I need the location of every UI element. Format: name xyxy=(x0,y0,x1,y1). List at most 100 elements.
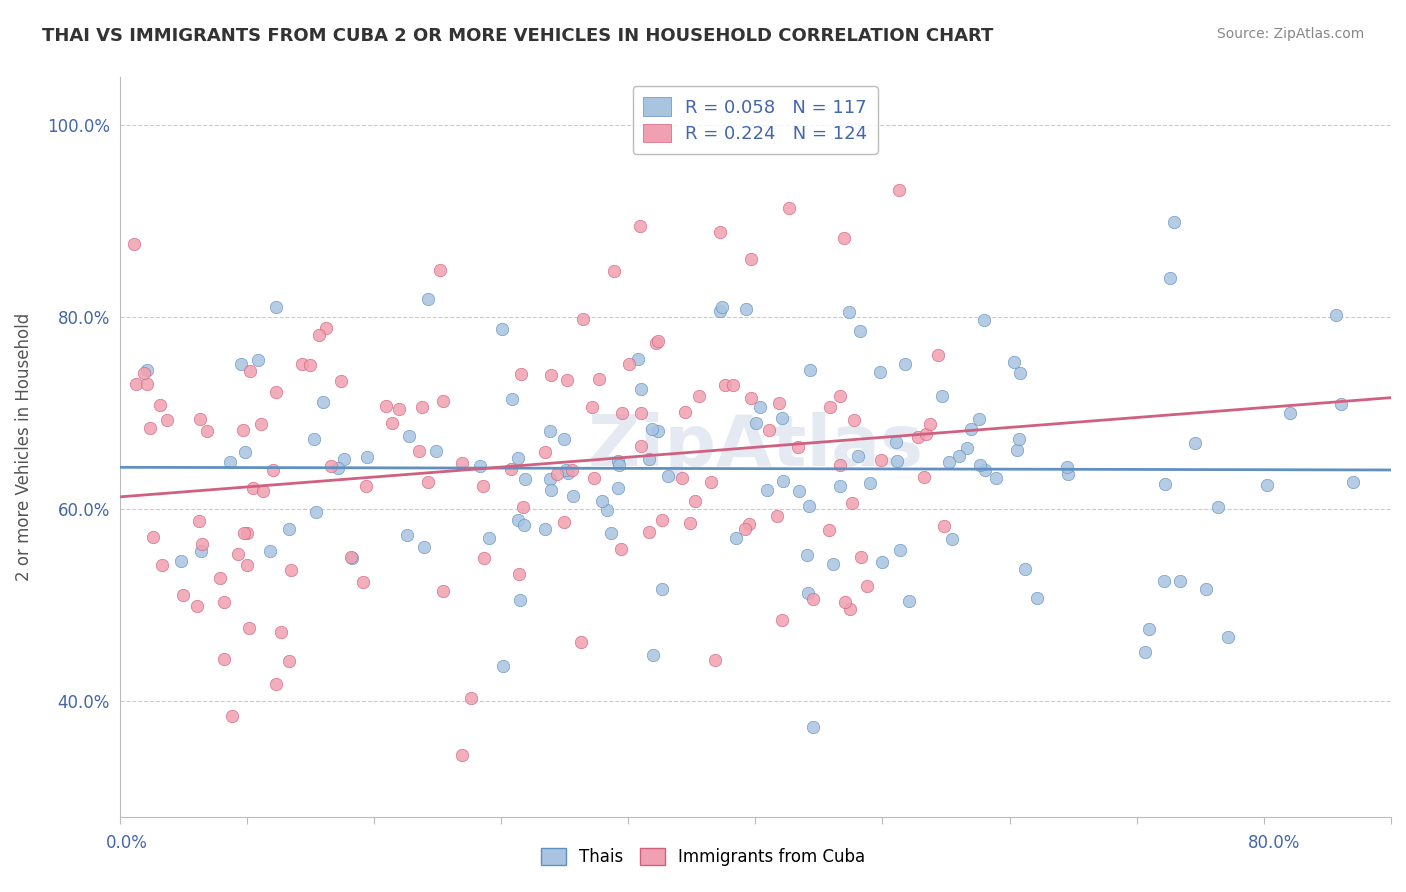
Point xyxy=(188,411,211,425)
Point xyxy=(884,435,907,450)
Point xyxy=(683,493,706,508)
Point xyxy=(451,456,474,470)
Point xyxy=(758,423,780,437)
Point xyxy=(569,635,592,649)
Point xyxy=(1159,271,1181,285)
Point xyxy=(787,441,810,455)
Point xyxy=(770,613,793,627)
Point xyxy=(506,450,529,465)
Point xyxy=(235,444,257,458)
Point xyxy=(136,376,159,391)
Point xyxy=(236,525,259,540)
Point xyxy=(619,357,641,371)
Point xyxy=(606,481,628,495)
Point xyxy=(740,391,762,405)
Point xyxy=(628,219,651,233)
Point xyxy=(1206,500,1229,515)
Point xyxy=(647,424,669,438)
Point xyxy=(969,411,991,425)
Point xyxy=(638,525,661,540)
Point xyxy=(416,475,439,490)
Point xyxy=(1002,355,1025,369)
Point xyxy=(395,528,418,542)
Legend: R = 0.058   N = 117, R = 0.224   N = 124: R = 0.058 N = 117, R = 0.224 N = 124 xyxy=(633,87,877,154)
Point xyxy=(844,413,866,427)
Point xyxy=(630,406,652,420)
Point xyxy=(818,400,841,414)
Point xyxy=(302,432,325,446)
Point xyxy=(931,389,953,403)
Point xyxy=(170,554,193,568)
Point xyxy=(557,466,579,480)
Point xyxy=(848,324,870,338)
Point xyxy=(533,444,555,458)
Point xyxy=(657,469,679,483)
Point xyxy=(356,450,378,464)
Point xyxy=(872,556,894,570)
Point xyxy=(797,499,820,513)
Point xyxy=(918,417,941,431)
Point xyxy=(941,532,963,546)
Point xyxy=(208,572,231,586)
Point xyxy=(472,478,495,492)
Point xyxy=(509,368,531,382)
Point xyxy=(229,357,252,371)
Point xyxy=(641,422,664,436)
Point xyxy=(156,413,179,427)
Text: Source: ZipAtlas.com: Source: ZipAtlas.com xyxy=(1216,27,1364,41)
Point xyxy=(388,401,411,416)
Point xyxy=(688,389,710,403)
Point xyxy=(713,377,735,392)
Point xyxy=(501,462,523,476)
Point xyxy=(508,567,530,582)
Point xyxy=(673,404,696,418)
Point xyxy=(938,455,960,469)
Point xyxy=(264,384,287,399)
Point xyxy=(425,444,447,458)
Point xyxy=(610,542,633,557)
Point xyxy=(859,476,882,491)
Point xyxy=(768,396,790,410)
Point xyxy=(375,399,398,413)
Point xyxy=(1343,475,1365,489)
Point xyxy=(139,421,162,435)
Point xyxy=(627,351,650,366)
Point xyxy=(637,451,659,466)
Point xyxy=(195,424,218,438)
Point xyxy=(1330,397,1353,411)
Point xyxy=(515,472,537,486)
Point xyxy=(538,425,561,439)
Point xyxy=(478,531,501,545)
Point xyxy=(1256,478,1278,492)
Point xyxy=(818,523,841,537)
Point xyxy=(491,322,513,336)
Point xyxy=(797,586,820,600)
Point xyxy=(136,363,159,377)
Point xyxy=(262,463,284,477)
Point xyxy=(984,470,1007,484)
Point xyxy=(1216,631,1239,645)
Point xyxy=(242,481,264,495)
Point xyxy=(828,458,851,472)
Point xyxy=(339,550,361,565)
Point xyxy=(191,537,214,551)
Point xyxy=(766,509,789,524)
Point xyxy=(509,593,531,607)
Point xyxy=(553,433,575,447)
Point xyxy=(948,449,970,463)
Point xyxy=(308,328,330,343)
Point xyxy=(381,416,404,430)
Point xyxy=(416,292,439,306)
Point xyxy=(142,530,165,544)
Point xyxy=(973,313,995,327)
Point xyxy=(212,652,235,666)
Point xyxy=(239,364,262,378)
Point xyxy=(799,363,821,377)
Point xyxy=(492,659,515,673)
Point xyxy=(1184,436,1206,450)
Point xyxy=(645,335,668,350)
Point xyxy=(745,416,768,430)
Point xyxy=(709,304,731,318)
Text: ZipAtlas: ZipAtlas xyxy=(588,412,924,482)
Point xyxy=(869,453,891,467)
